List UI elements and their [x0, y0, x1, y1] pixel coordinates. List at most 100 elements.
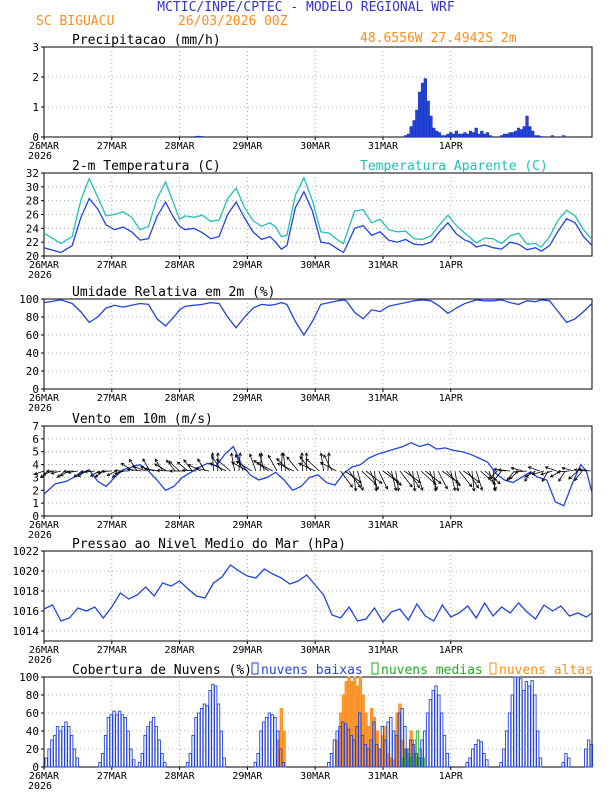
wind-xtick-label: 1APR [439, 520, 464, 531]
cloud-bar-nuvens-baixas [211, 683, 215, 768]
rh-ytick-label: 0 [32, 383, 39, 396]
wind-arrow-head [457, 482, 461, 487]
cloud-bar-nuvens-baixas [149, 721, 153, 768]
precip-bar [477, 133, 481, 138]
cloud-bar-nuvens-baixas [140, 753, 144, 768]
wind-xtick-label: 26MAR [29, 520, 60, 531]
wind-arrow-head [153, 463, 158, 467]
cloud-bar-nuvens-baixas [72, 748, 77, 768]
wind-arrow [277, 462, 295, 472]
cloud-bar-nuvens-baixas [61, 726, 65, 768]
wind-arrow-head [56, 474, 61, 478]
temp-ytick-label: 26 [26, 209, 39, 222]
legend-swatch-1 [371, 662, 379, 675]
wind-arrow-head [544, 466, 549, 470]
temp-series-line [43, 176, 593, 248]
precip-bar [457, 133, 461, 138]
wind-arrow [67, 470, 78, 473]
wind-arrow-head [416, 484, 420, 489]
cloud-bar-nuvens-baixas [109, 714, 113, 768]
wind-arrow-head [168, 469, 173, 473]
cloud-bar-nuvens-baixas [431, 690, 435, 768]
wind-arrow [528, 466, 540, 472]
wind-arrow-head [319, 462, 324, 466]
legend-swatch-0 [251, 662, 259, 675]
clouds-xtick-label: 29MAR [232, 771, 263, 782]
cloud-bar-nuvens-baixas [513, 676, 517, 768]
wind-arrow [169, 461, 180, 472]
cloud-bar-nuvens-baixas [425, 712, 430, 768]
wind-ytick-label: 1 [32, 497, 39, 510]
wind-arrow-head [487, 476, 492, 480]
coordinates: 48.6556W 27.4942S 2m [360, 31, 517, 46]
wind-arrow-head [514, 469, 518, 474]
cloud-bar-nuvens-baixas [445, 753, 449, 768]
wind-arrow-head [142, 458, 146, 462]
precip-bar [406, 133, 411, 138]
wind-arrow [524, 470, 532, 482]
precip-bar [463, 132, 467, 138]
wind-arrow [365, 470, 383, 484]
wind-arrow-head [267, 454, 272, 459]
wind-arrow-head [298, 462, 302, 466]
precip-bar [423, 78, 427, 138]
legend-label-2: nuvens altas [499, 663, 593, 678]
cloud-bar-nuvens-baixas [154, 726, 159, 768]
cloud-bar-nuvens-baixas [538, 757, 543, 768]
wind-arrow-head [183, 459, 187, 463]
pres-ytick-label: 1016 [13, 605, 40, 618]
wind-arrow [114, 470, 125, 475]
rh-series-line [43, 299, 593, 337]
clouds-title: Cobertura de Nuvens (%) [72, 663, 252, 678]
cloud-bar-nuvens-baixas [564, 753, 568, 768]
cloud-bar-nuvens-baixas [329, 753, 334, 768]
cloud-bar-nuvens-baixas [115, 714, 119, 768]
wind-arrow [498, 469, 511, 472]
wind-arrow-head [187, 464, 192, 468]
cloud-bar-nuvens-baixas [507, 712, 512, 768]
pres-xtick-label: 27MAR [97, 645, 128, 656]
wind-arrow [51, 470, 62, 474]
cloud-bar-nuvens-baixas [98, 762, 102, 768]
cloud-bar-nuvens-baixas [465, 762, 469, 768]
wind-arrow [374, 470, 377, 491]
cloud-bar-nuvens-baixas [75, 757, 79, 768]
wind-arrow [429, 470, 438, 490]
precip-xtick-label: 28MAR [165, 141, 196, 152]
cloud-bar-nuvens-baixas [222, 757, 226, 768]
cloud-bar-nuvens-baixas [151, 717, 156, 768]
wind-arrow [416, 470, 423, 491]
wind-arrow-head [235, 460, 240, 465]
wind-arrow-head [433, 488, 438, 492]
wind-arrow [320, 462, 337, 472]
wind-arrow-head [106, 472, 111, 476]
wind-arrow [259, 453, 265, 472]
wind-arrow-head [455, 487, 460, 492]
wind-arrow-head [540, 472, 544, 476]
precip-ytick-label: 3 [32, 41, 39, 54]
cloud-bar-nuvens-baixas [567, 757, 571, 768]
precip-bar [197, 135, 201, 138]
wind-arrow [488, 470, 498, 480]
wind-arrow-head [280, 452, 284, 456]
wind-arrow [382, 470, 400, 484]
temp-ytick-label: 30 [26, 181, 39, 194]
wind-arrow [348, 470, 361, 488]
cloud-bar-nuvens-baixas [67, 726, 71, 768]
wind-arrow [458, 470, 473, 487]
precip-xtick-label: 31MAR [368, 141, 399, 152]
wind-arrow [154, 463, 168, 472]
precip-bar [550, 135, 555, 138]
wind-arrow [43, 470, 53, 476]
wind-arrow-head [281, 452, 286, 457]
clouds-frame [43, 676, 593, 768]
clouds-ytick-label: 80 [26, 689, 39, 702]
cloud-bar-nuvens-baixas [264, 717, 269, 768]
cloud-bar-nuvens-baixas [118, 710, 122, 768]
precip-bar [539, 136, 543, 138]
wind-arrow [129, 459, 138, 472]
cloud-bar-nuvens-altas [282, 730, 286, 768]
cloud-bar-nuvens-baixas [191, 735, 195, 768]
wind-arrow-head [114, 471, 118, 475]
